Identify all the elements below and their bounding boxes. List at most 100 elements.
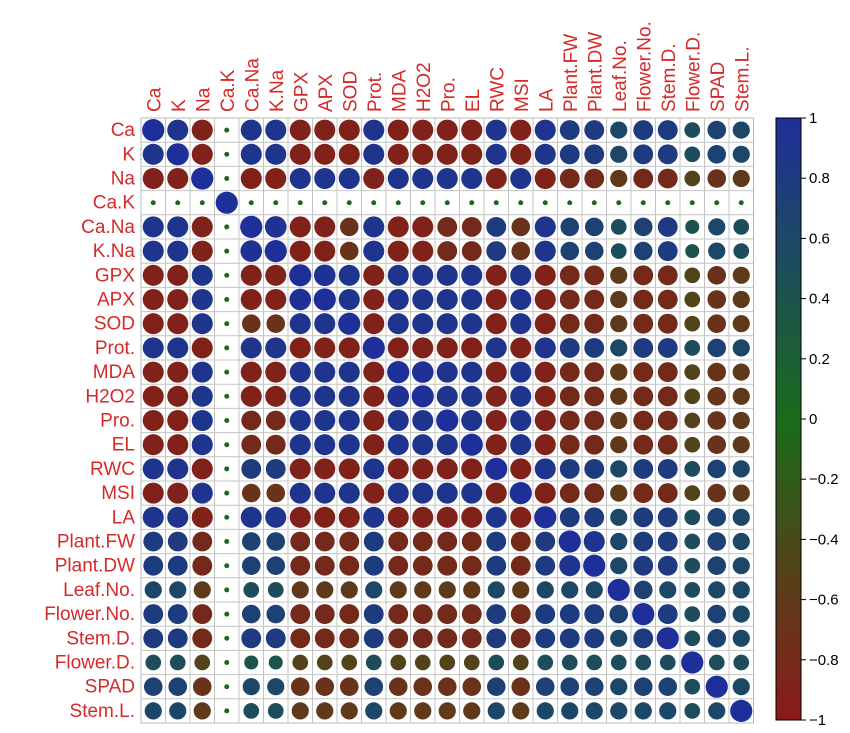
corr-circle-Plant.FW-SOD (339, 531, 360, 552)
corr-circle-Ca-Prot. (363, 119, 385, 141)
corr-circle-H2O2-APX (314, 385, 336, 407)
corr-circle-Leaf.No.-Ca.K (224, 587, 230, 593)
corr-circle-Plant.DW-H2O2 (412, 555, 433, 576)
corr-circle-Stem.D.-K.Na (265, 628, 286, 649)
corr-circle-Flower.No.-Plant.FW (559, 604, 580, 625)
corr-circle-Prot.-Pro. (436, 337, 458, 359)
corr-circle-SPAD-Ca (143, 677, 163, 696)
corr-circle-Ca.Na-Ca.K (224, 224, 230, 230)
corr-circle-Stem.D.-Na (192, 628, 213, 649)
corr-circle-Stem.L.-MSI (512, 702, 530, 720)
corr-circle-MDA-SPAD (707, 362, 727, 382)
corr-circle-H2O2-Pro. (436, 385, 458, 407)
corr-circle-K-Ca (142, 143, 164, 165)
corr-circle-RWC-K.Na (265, 458, 286, 479)
corr-circle-EL-Plant.FW (559, 434, 580, 455)
corr-circle-SOD-K.Na (266, 314, 286, 333)
corr-circle-APX-Na (191, 288, 213, 311)
corr-circle-Prot.-MDA (387, 337, 409, 359)
corr-circle-GPX-Prot. (363, 264, 385, 286)
corr-circle-RWC-MDA (387, 458, 409, 480)
corr-circle-SPAD-Stem.L. (732, 678, 750, 696)
colorbar-tick-label: 0.4 (809, 291, 830, 308)
corr-circle-RWC-Flower.D. (684, 461, 701, 477)
row-label: H2O2 (85, 386, 135, 407)
corr-circle-SOD-Flower.D. (684, 315, 701, 332)
corr-circle-Ca.K-MDA (395, 200, 401, 206)
corr-circle-Flower.D.-Na (194, 654, 211, 671)
corr-circle-Leaf.No.-Stem.L. (732, 581, 750, 599)
corr-circle-Pro.-GPX (289, 409, 311, 432)
column-label: Prot. (365, 72, 386, 112)
corr-circle-H2O2-EL (461, 385, 483, 407)
column-label: Leaf.No. (610, 40, 631, 112)
corr-circle-APX-K.Na (265, 288, 287, 311)
corr-circle-K-Flower.No. (633, 144, 654, 165)
corr-circle-APX-MSI (510, 288, 532, 311)
corr-circle-Plant.DW-RWC (486, 555, 507, 576)
corr-circle-Plant.DW-Stem.D. (657, 555, 678, 576)
corr-circle-Flower.No.-RWC (486, 604, 507, 625)
column-label: Ca.Na (242, 58, 263, 112)
corr-circle-EL-Ca (142, 434, 164, 456)
corr-circle-Plant.FW-K (167, 531, 188, 552)
corr-circle-Flower.No.-Ca (143, 604, 164, 625)
corr-circle-RWC-SOD (338, 458, 360, 480)
corr-circle-Ca.Na-K.Na (264, 216, 287, 238)
corr-circle-GPX-K.Na (265, 264, 287, 286)
corr-circle-Prot.-MSI (510, 337, 532, 359)
corr-circle-MDA-Plant.FW (559, 362, 580, 383)
corr-circle-MDA-SOD (338, 361, 360, 383)
corr-circle-H2O2-H2O2 (411, 385, 434, 408)
corr-circle-Plant.FW-Leaf.No. (610, 532, 628, 551)
corr-circle-Ca-Pro. (436, 119, 458, 141)
corr-circle-EL-SOD (338, 434, 360, 456)
corr-circle-Stem.D.-EL (461, 628, 482, 649)
corr-circle-EL-Stem.D. (657, 434, 678, 455)
corr-circle-APX-LA (534, 288, 556, 311)
corr-circle-Ca-Ca (142, 119, 165, 142)
corr-circle-Ca-H2O2 (412, 119, 434, 141)
corr-circle-Prot.-Prot. (362, 336, 385, 359)
corr-circle-GPX-Stem.L. (732, 266, 750, 284)
corr-circle-MDA-K (167, 361, 189, 383)
column-label: Flower.No. (634, 21, 655, 112)
corr-circle-Stem.L.-LA (536, 702, 554, 720)
corr-circle-K.Na-Stem.D. (657, 241, 678, 262)
corr-circle-EL-Flower.D. (684, 436, 701, 453)
corr-circle-GPX-Leaf.No. (610, 266, 628, 284)
corr-circle-RWC-Na (191, 458, 213, 480)
column-label: K (169, 99, 190, 112)
corr-circle-K-H2O2 (412, 143, 434, 165)
corr-circle-Flower.No.-SPAD (707, 604, 727, 624)
corr-circle-H2O2-SOD (338, 385, 360, 407)
corr-circle-Prot.-Ca.Na (240, 337, 262, 359)
corr-circle-Ca.Na-Flower.D. (685, 219, 700, 234)
row-label: K.Na (93, 241, 136, 262)
corr-circle-Plant.FW-Na (192, 531, 213, 552)
corr-circle-Ca.Na-SPAD (708, 218, 726, 236)
corr-circle-H2O2-Prot. (363, 385, 385, 407)
corr-circle-Prot.-Plant.DW (584, 337, 605, 358)
corr-circle-Prot.-Plant.FW (559, 337, 580, 358)
corr-circle-K.Na-MSI (511, 241, 531, 261)
corr-circle-SPAD-Ca.Na (242, 678, 260, 696)
corr-circle-Pro.-EL (461, 409, 483, 432)
corr-circle-EL-MDA (387, 434, 409, 456)
corr-circle-EL-Leaf.No. (610, 436, 628, 454)
corr-circle-Na-Plant.FW (559, 168, 580, 189)
corr-circle-SOD-LA (534, 313, 556, 335)
corr-circle-K.Na-SPAD (708, 242, 726, 260)
corr-circle-Prot.-Flower.No. (633, 337, 654, 358)
corr-circle-H2O2-Ca.K (224, 393, 230, 399)
corr-circle-SPAD-SPAD (705, 675, 728, 698)
corr-circle-K.Na-RWC (486, 241, 507, 262)
corr-circle-Prot.-RWC (485, 337, 507, 359)
corr-circle-SPAD-Stem.D. (658, 677, 678, 696)
column-label: Flower.D. (683, 32, 704, 112)
corr-circle-Ca.Na-Ca (142, 216, 164, 238)
corr-circle-Flower.No.-Na (192, 604, 213, 625)
corr-circle-RWC-Ca (142, 458, 164, 480)
corr-circle-RWC-SPAD (707, 459, 727, 479)
corr-circle-MDA-Flower.No. (633, 362, 654, 383)
